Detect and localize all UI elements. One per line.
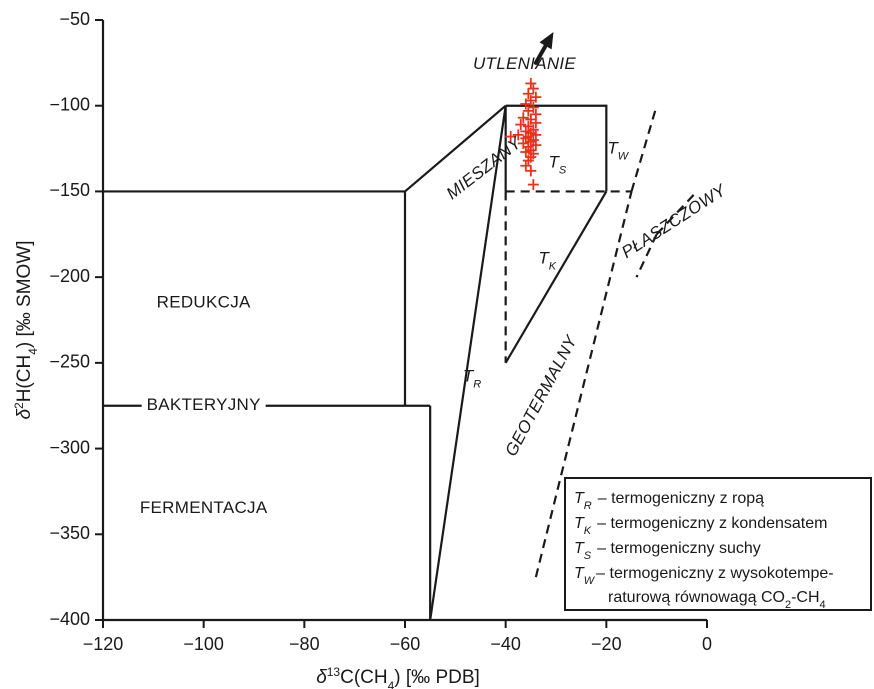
legend-item-ts: TS – termogeniczny suchy <box>574 540 761 562</box>
legend-item-tr: TR – termogeniczny z ropą <box>574 490 764 512</box>
oxidation-arrow-icon <box>533 43 548 65</box>
data-point <box>520 146 532 158</box>
region-label-mieszany: MIESZANY <box>443 132 526 203</box>
data-point <box>515 119 527 131</box>
data-point <box>527 179 539 191</box>
data-point <box>525 77 537 89</box>
data-point <box>530 129 542 141</box>
boundary-line-7 <box>429 105 507 621</box>
data-point <box>520 160 532 172</box>
y-tick-label: −350 <box>49 523 90 543</box>
data-point <box>517 112 529 124</box>
field-label-tw: TW <box>607 139 629 163</box>
label-knockout <box>141 393 266 418</box>
legend-item-tk: TK – termogeniczny z kondensatem <box>574 515 827 537</box>
data-point <box>527 134 539 146</box>
legend-frame <box>564 477 872 611</box>
dashed-boundary-12 <box>534 191 633 578</box>
field-label-tr: TR <box>463 367 481 391</box>
y-axis-label: δ2H(CH4) [‰ SMOW] <box>12 240 40 419</box>
legend-item-tw: TW – termogeniczny z wysokotempe- <box>574 565 834 587</box>
field-label-ts: TS <box>548 152 566 176</box>
x-tick-label: −80 <box>289 634 320 654</box>
x-tick-label: −40 <box>490 634 521 654</box>
x-tick-label: 0 <box>702 634 712 654</box>
dashed-boundary-13 <box>655 190 698 236</box>
boundary-line-5 <box>505 104 608 192</box>
dashed-boundary-14 <box>635 233 658 278</box>
region-labels: REDUKCJA BAKTERYJNY FERMENTACJA MIESZANY UTL… <box>140 54 731 517</box>
legend-box: TR – termogeniczny z ropą TK – termogenicz… <box>564 477 872 611</box>
x-tick-label: −60 <box>390 634 421 654</box>
y-tick-label: −250 <box>49 352 90 372</box>
x-tick-label: −20 <box>591 634 622 654</box>
data-point <box>505 131 517 143</box>
y-tick-label: −50 <box>59 9 90 29</box>
field-label-tk: TK <box>538 248 556 272</box>
region-label-fermentacja: FERMENTACJA <box>140 498 268 517</box>
data-point <box>530 139 542 151</box>
region-label-redukcja: REDUKCJA <box>157 292 251 311</box>
oxidation-arrow-head <box>539 32 554 50</box>
region-label-płaszczowy: PŁASZCZOWY <box>618 180 730 262</box>
data-point <box>530 117 542 129</box>
legend-item-tw-continuation: raturową równowagą CO2-CH4 <box>608 589 826 611</box>
data-point <box>512 129 524 141</box>
boundary-line-8 <box>504 190 608 364</box>
dashed-boundary-11 <box>630 105 658 192</box>
data-point <box>522 155 534 167</box>
y-tick-label: −300 <box>49 437 90 457</box>
data-point <box>525 165 537 177</box>
data-point <box>527 83 539 95</box>
data-point <box>522 105 534 117</box>
y-tick-label: −400 <box>49 609 90 629</box>
x-axis-label: δ13C(CH4) [‰ PDB] <box>316 665 480 689</box>
y-tick-label: −100 <box>49 94 90 114</box>
boundary-line-4 <box>404 104 507 193</box>
region-label-utlenianie: UTLENIANIE <box>473 54 576 73</box>
y-tick-label: −200 <box>49 266 90 286</box>
data-point <box>520 98 532 110</box>
x-ticks: −120 −100 −80 −60 −40 −20 0 <box>83 620 712 654</box>
x-tick-label: −120 <box>83 634 124 654</box>
x-tick-label: −100 <box>183 634 224 654</box>
data-point <box>522 88 534 100</box>
region-label-bakteryjny: BAKTERYJNY <box>147 395 261 414</box>
y-ticks: −50 −100 −150 −200 −250 −300 −350 −400 <box>49 9 103 629</box>
y-tick-label: −150 <box>49 180 90 200</box>
data-points <box>505 77 542 191</box>
